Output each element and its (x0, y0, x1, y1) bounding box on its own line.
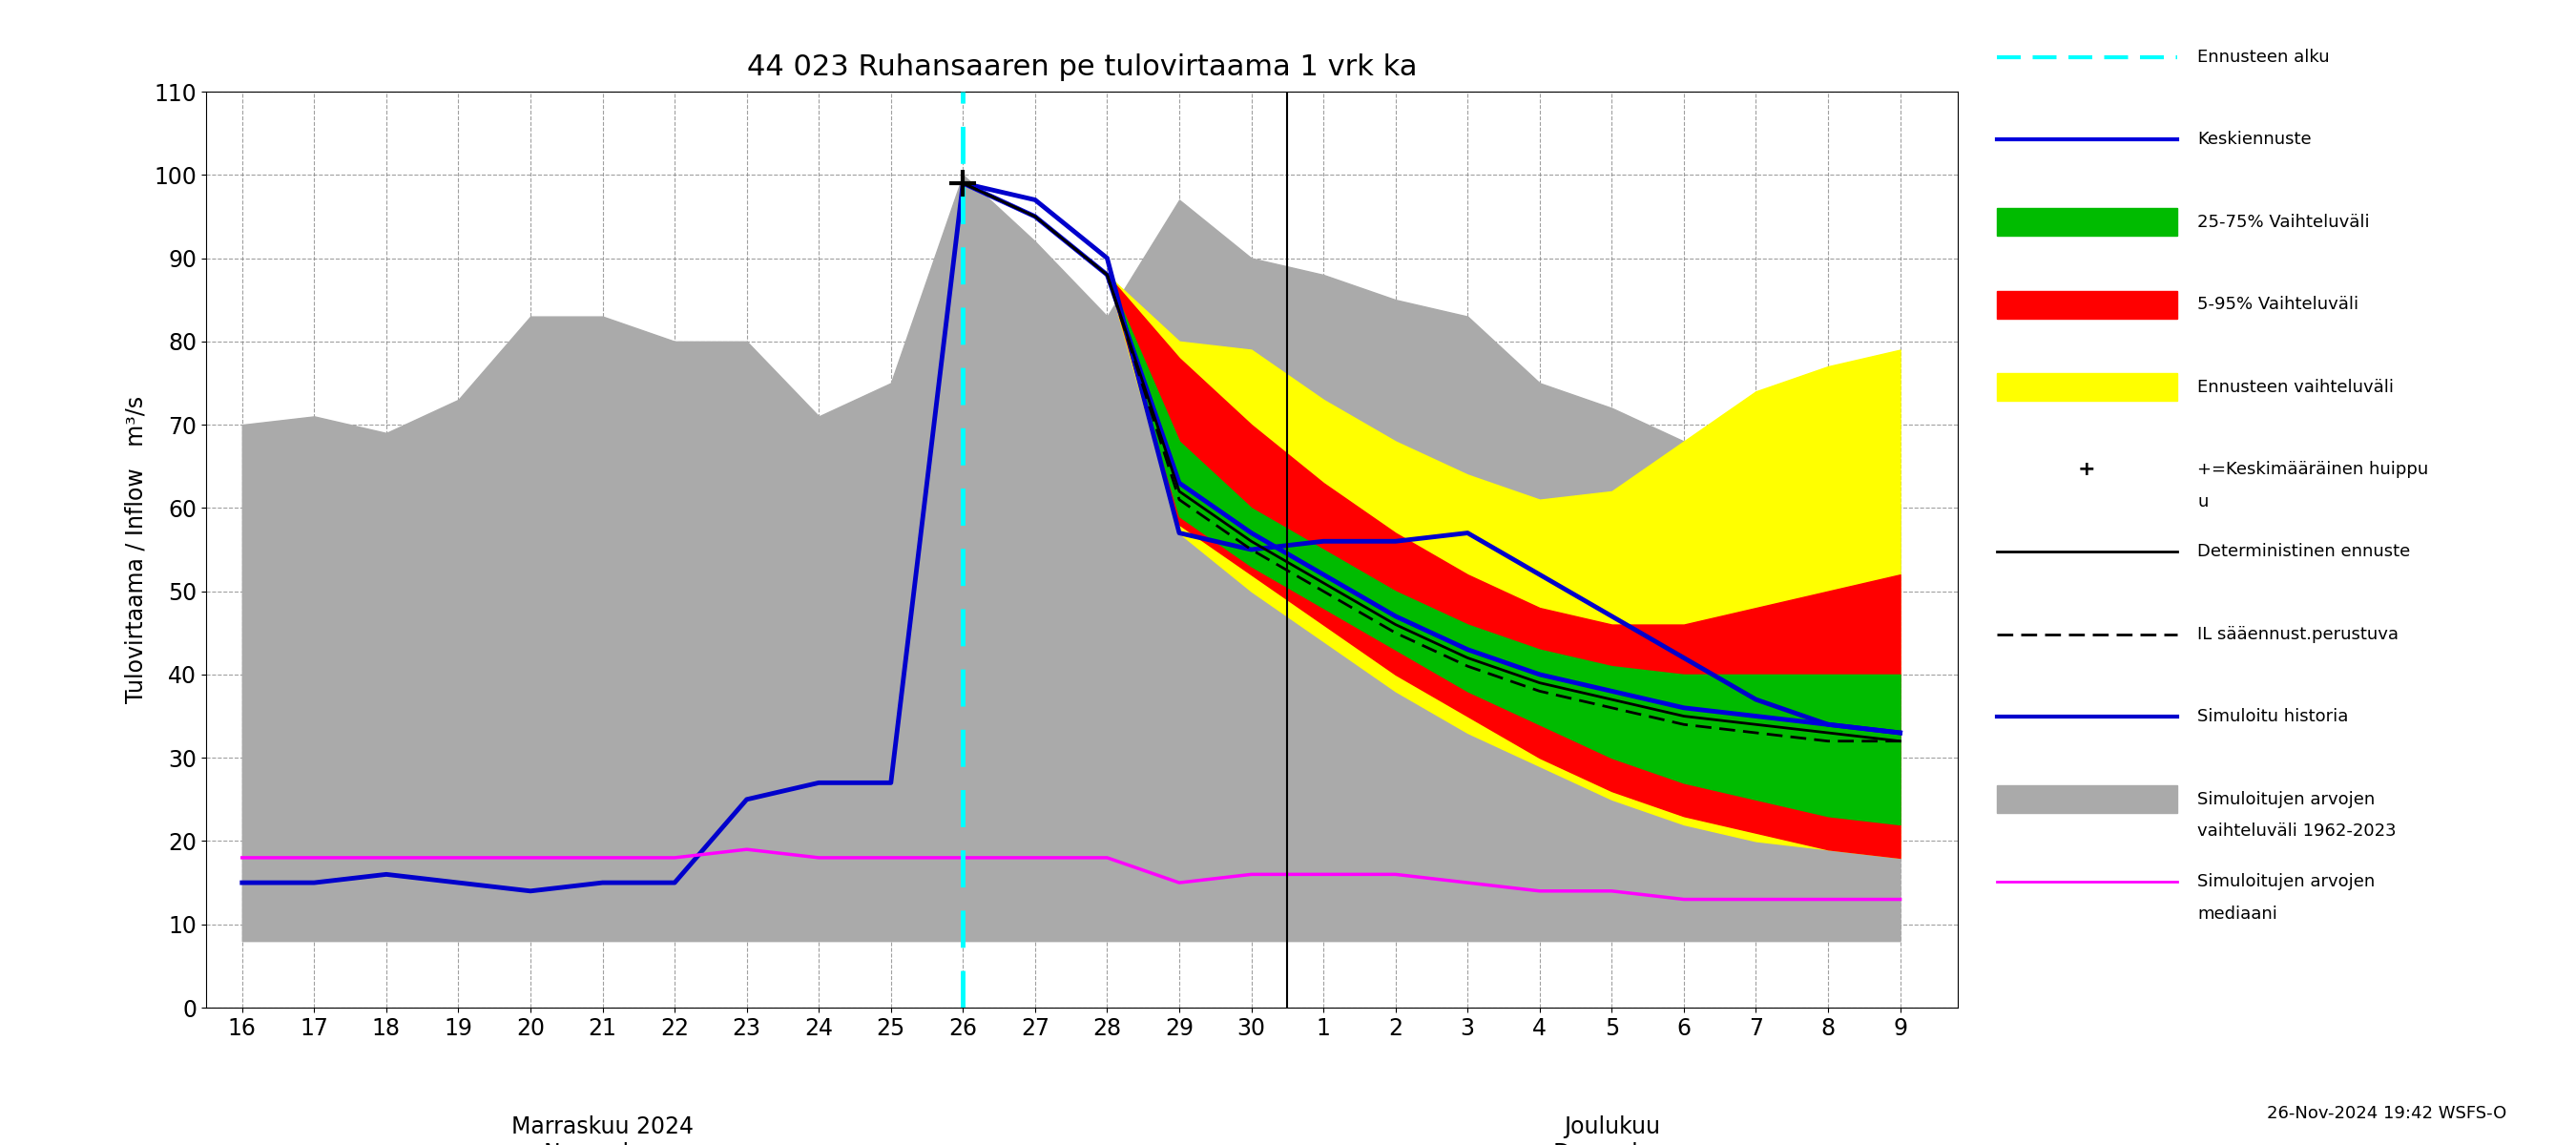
Text: Deterministinen ennuste: Deterministinen ennuste (2197, 543, 2411, 560)
Text: vaihteluväli 1962-2023: vaihteluväli 1962-2023 (2197, 822, 2396, 840)
Text: 25-75% Vaihteluväli: 25-75% Vaihteluväli (2197, 213, 2370, 231)
Text: Simuloitujen arvojen: Simuloitujen arvojen (2197, 790, 2375, 808)
Text: Simuloitujen arvojen: Simuloitujen arvojen (2197, 872, 2375, 891)
Text: +: + (2079, 460, 2094, 479)
Text: Marraskuu 2024
November: Marraskuu 2024 November (513, 1116, 693, 1145)
Text: 5-95% Vaihteluväli: 5-95% Vaihteluväli (2197, 295, 2360, 313)
Text: 26-Nov-2024 19:42 WSFS-O: 26-Nov-2024 19:42 WSFS-O (2267, 1105, 2506, 1122)
Text: IL sääennust.perustuva: IL sääennust.perustuva (2197, 625, 2398, 643)
Text: Simuloitu historia: Simuloitu historia (2197, 708, 2349, 726)
Text: u: u (2197, 492, 2208, 511)
Text: Keskiennuste: Keskiennuste (2197, 132, 2311, 149)
Text: Ennusteen alku: Ennusteen alku (2197, 48, 2329, 65)
Text: +=Keskimääräinen huippu: +=Keskimääräinen huippu (2197, 460, 2429, 479)
Text: Joulukuu
December: Joulukuu December (1553, 1116, 1669, 1145)
Y-axis label: Tulovirtaama / Inflow   m³/s: Tulovirtaama / Inflow m³/s (124, 396, 147, 703)
Title: 44 023 Ruhansaaren pe tulovirtaama 1 vrk ka: 44 023 Ruhansaaren pe tulovirtaama 1 vrk… (747, 54, 1417, 81)
Text: mediaani: mediaani (2197, 905, 2277, 923)
Text: Ennusteen vaihteluväli: Ennusteen vaihteluväli (2197, 378, 2393, 396)
